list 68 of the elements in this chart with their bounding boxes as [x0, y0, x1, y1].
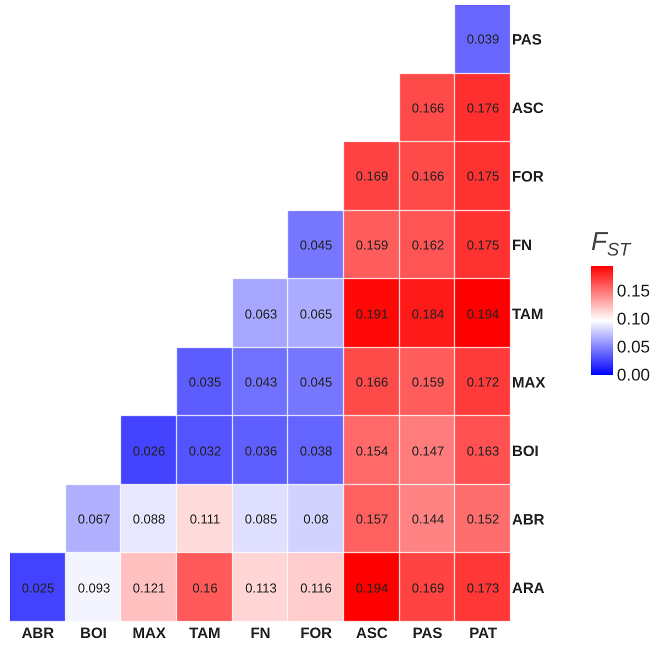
data-label: 0.025 — [22, 580, 54, 596]
y-tick-label: PAS — [512, 32, 542, 49]
data-label: 0.159 — [412, 374, 444, 390]
data-label: 0.175 — [466, 168, 500, 184]
x-tick-label: ABR — [22, 625, 54, 642]
data-label: 0.173 — [466, 580, 500, 596]
data-label: 0.085 — [244, 512, 278, 527]
y-tick-label: FN — [512, 237, 532, 254]
data-label: 0.166 — [412, 100, 444, 116]
data-label: 0.166 — [356, 374, 388, 390]
data-label: 0.065 — [300, 306, 332, 322]
data-label: 0.172 — [466, 374, 500, 390]
color-bar-label: 0.00 — [616, 366, 650, 385]
data-label: 0.184 — [412, 306, 444, 322]
x-tick-label: FOR — [300, 625, 332, 642]
x-tick-label: TAM — [189, 625, 221, 642]
data-label: 0.067 — [78, 512, 110, 527]
y-tick-label: FOR — [512, 168, 544, 186]
data-label: 0.163 — [466, 444, 500, 459]
color-bar-label: 0.10 — [616, 310, 650, 329]
data-label: 0.08 — [303, 512, 329, 527]
data-label: 0.043 — [244, 374, 278, 390]
data-label: 0.152 — [466, 512, 500, 527]
data-label: 0.045 — [300, 238, 332, 253]
data-label: 0.032 — [188, 444, 222, 459]
data-label: 0.121 — [132, 580, 166, 596]
data-label: 0.063 — [244, 306, 278, 322]
data-label: 0.166 — [412, 168, 444, 184]
data-label: 0.038 — [300, 444, 332, 459]
data-label: 0.194 — [466, 306, 500, 322]
y-tick-label: ARA — [512, 580, 545, 597]
data-label: 0.026 — [132, 444, 166, 459]
y-tick-label: BOI — [512, 442, 539, 460]
data-label: 0.16 — [192, 580, 218, 596]
data-label: 0.194 — [356, 580, 388, 596]
color-bar-label: 0.05 — [616, 338, 650, 357]
data-label: 0.111 — [190, 512, 220, 527]
data-label: 0.169 — [412, 580, 444, 596]
data-label: 0.157 — [356, 512, 388, 527]
color-bar-label: 0.15 — [616, 282, 650, 301]
x-tick-label: PAS — [412, 625, 442, 642]
x-tick-label: ASC — [356, 625, 388, 642]
data-label: 0.036 — [244, 444, 278, 459]
y-tick-label: MAX — [512, 374, 546, 392]
data-label: 0.176 — [466, 100, 500, 116]
data-label: 0.039 — [466, 32, 500, 47]
data-label: 0.162 — [412, 238, 444, 253]
data-label: 0.144 — [412, 512, 444, 527]
data-label: 0.093 — [78, 580, 110, 596]
y-tick-label: TAM — [512, 306, 544, 323]
data-label: 0.147 — [412, 444, 444, 459]
data-label: 0.191 — [356, 306, 388, 322]
data-label: 0.175 — [466, 238, 500, 253]
x-tick-label: MAX — [132, 625, 166, 642]
data-label: 0.045 — [300, 374, 332, 390]
data-label: 0.169 — [356, 168, 388, 184]
data-label: 0.116 — [300, 580, 332, 596]
data-label: 0.159 — [356, 238, 388, 253]
x-tick-label: BOI — [80, 625, 107, 642]
x-tick-label: FN — [250, 625, 270, 642]
data-label: 0.113 — [245, 580, 277, 596]
y-tick-label: ABR — [512, 511, 545, 528]
data-label: 0.088 — [132, 512, 166, 527]
x-tick-label: PAT — [469, 625, 498, 642]
data-label: 0.154 — [356, 444, 388, 459]
data-label: 0.035 — [188, 374, 222, 390]
color-bar-title: F$_{ST}$ — [591, 226, 632, 260]
y-tick-label: ASC — [512, 100, 544, 118]
